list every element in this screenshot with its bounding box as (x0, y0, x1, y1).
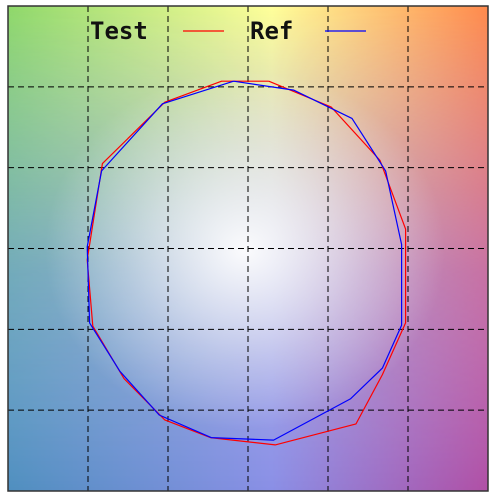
series-line-ref (86, 80, 403, 441)
grid (8, 6, 488, 491)
plot-frame (7, 5, 489, 492)
series-layer (86, 80, 407, 446)
legend-label-test: Test (90, 17, 148, 45)
legend-label-ref: Ref (250, 17, 293, 45)
legend: Test Ref (90, 17, 366, 45)
